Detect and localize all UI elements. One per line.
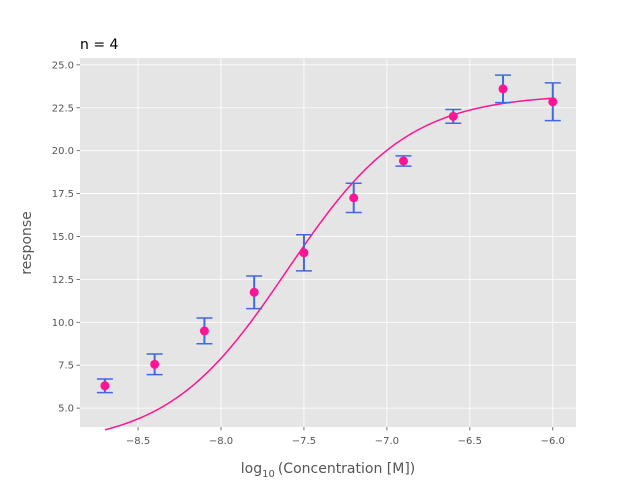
data-point	[150, 359, 160, 369]
x-tick-label: −6.0	[541, 436, 565, 447]
data-points	[100, 84, 558, 391]
x-tick-label: −7.5	[292, 436, 316, 447]
y-tick-label: 15.0	[52, 232, 74, 243]
chart-title: n = 4	[80, 37, 119, 53]
x-axis-ticks: −8.5 −8.0 −7.5 −7.0 −6.5 −6.0	[126, 427, 565, 447]
x-axis-label-base: log	[241, 461, 262, 477]
data-point	[299, 248, 309, 258]
fit-curve	[104, 97, 553, 431]
x-axis-label-rest: (Concentration [M])	[278, 461, 415, 477]
data-point	[100, 381, 110, 391]
x-tick-label: −8.5	[126, 436, 150, 447]
y-tick-label: 7.5	[58, 361, 74, 372]
y-tick-label: 5.0	[58, 404, 74, 415]
data-point	[498, 84, 508, 94]
x-tick-label: −8.0	[209, 436, 233, 447]
x-tick-label: −6.5	[458, 436, 482, 447]
y-axis-ticks: 5.0 7.5 10.0 12.5 15.0 17.5 20.0 22.5 25.0	[52, 60, 80, 415]
data-point	[199, 326, 209, 336]
y-tick-label: 17.5	[52, 189, 74, 200]
x-axis-label-subscript: 10	[262, 469, 275, 480]
y-tick-label: 10.0	[52, 318, 74, 329]
y-tick-label: 22.5	[52, 103, 74, 114]
y-tick-label: 12.5	[52, 275, 74, 286]
data-point	[398, 156, 408, 166]
x-tick-label: −7.0	[375, 436, 399, 447]
y-axis-label: response	[19, 211, 35, 275]
y-tick-label: 20.0	[52, 146, 74, 157]
grid	[80, 58, 576, 427]
data-point	[249, 287, 259, 297]
data-point	[349, 193, 359, 203]
data-point	[548, 97, 558, 107]
x-axis-label: log10 (Concentration [M])	[241, 461, 416, 480]
data-point	[448, 111, 458, 121]
y-tick-label: 25.0	[52, 60, 74, 71]
